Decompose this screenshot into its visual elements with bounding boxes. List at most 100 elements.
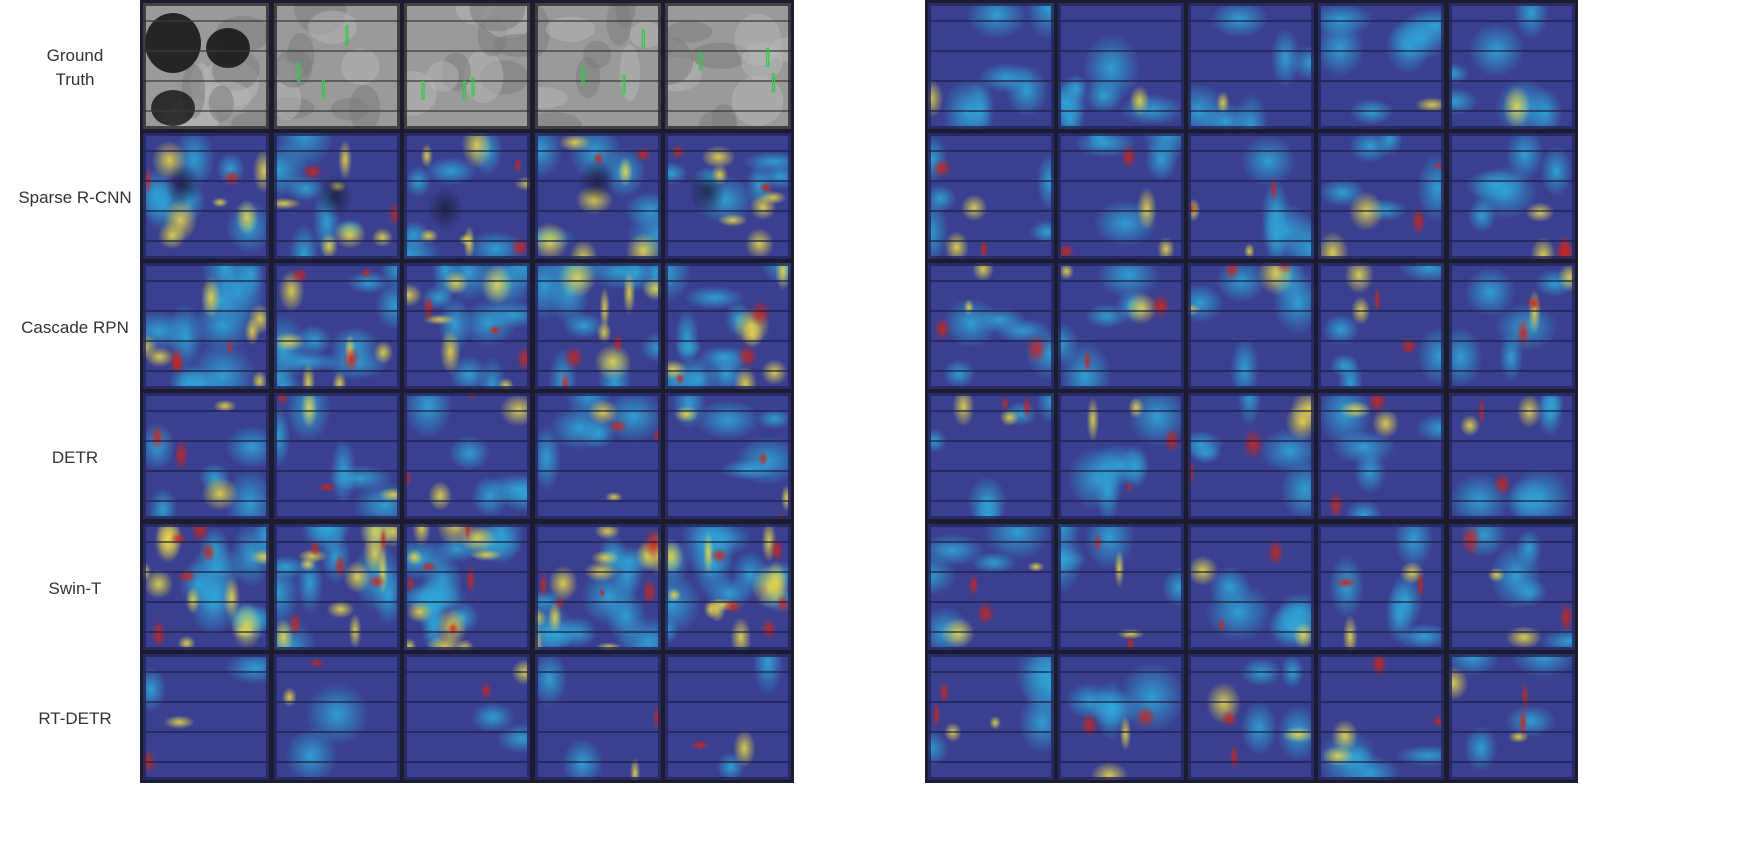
right-panel: SSDYolov3Yolov5Yolov6Yolov8MNFI-Net: [905, 0, 1741, 858]
solar-cell-picture: [1449, 263, 1575, 389]
heatmap-image: [140, 521, 272, 653]
method-row: Swin-T: [0, 521, 905, 656]
solar-cell-picture: [1318, 393, 1444, 519]
method-row: Sparse R-CNN: [0, 130, 905, 265]
solar-cell-picture: [1449, 393, 1575, 519]
solar-cell-picture: [1318, 524, 1444, 650]
solar-cell-picture: [404, 133, 530, 259]
heatmap-image: [271, 130, 403, 262]
solar-cell-picture: [1188, 3, 1314, 129]
solar-cell-picture: [143, 524, 269, 650]
heatmap-image: [1446, 390, 1578, 522]
heatmap-image: [1055, 0, 1187, 132]
heatmap-image: [401, 260, 533, 392]
solar-cell-picture: [928, 393, 1054, 519]
method-label: Cascade RPN: [0, 260, 150, 395]
heatmap-image: [1055, 521, 1187, 653]
solar-cell-picture: [1318, 3, 1444, 129]
heatmap-image: [140, 651, 272, 783]
heatmap-image: [271, 390, 403, 522]
heatmap-image: [1055, 390, 1187, 522]
solar-cell-picture: [274, 133, 400, 259]
method-label: Swin-T: [0, 521, 150, 656]
heatmap-image: [1185, 651, 1317, 783]
solar-cell-picture: [1449, 3, 1575, 129]
heatmap-image: [401, 390, 533, 522]
heatmap-image: [532, 521, 664, 653]
method-row: Yolov6: [905, 390, 1741, 525]
solar-cell-picture: [1318, 654, 1444, 780]
heatmap-image: [1185, 130, 1317, 262]
solar-cell-picture: [928, 263, 1054, 389]
heatmap-image: [1315, 651, 1447, 783]
solar-cell-picture: [143, 133, 269, 259]
heatmap-image: [662, 390, 794, 522]
ground-truth-image: [401, 0, 533, 132]
method-row: SSD: [905, 0, 1741, 135]
solar-cell-picture: [1058, 524, 1184, 650]
solar-cell-picture: [1058, 263, 1184, 389]
solar-cell-picture: [665, 393, 791, 519]
solar-cell-picture: [1188, 654, 1314, 780]
heatmap-image: [271, 260, 403, 392]
heatmap-image: [1055, 130, 1187, 262]
ground-truth-image: [140, 0, 272, 132]
solar-cell-picture: [274, 393, 400, 519]
heatmap-image: [662, 651, 794, 783]
heatmap-image: [1315, 260, 1447, 392]
method-row: Yolov8: [905, 521, 1741, 656]
solar-cell-picture: [404, 263, 530, 389]
heatmap-image: [140, 390, 272, 522]
method-label-line: Swin-T: [48, 578, 102, 598]
method-label-line: DETR: [51, 447, 99, 467]
solar-cell-picture: [1449, 654, 1575, 780]
heatmap-image: [662, 521, 794, 653]
solar-cell-picture: [274, 524, 400, 650]
heatmap-image: [1315, 521, 1447, 653]
method-row: MNFI-Net: [905, 651, 1741, 786]
heatmap-image: [401, 651, 533, 783]
solar-cell-picture: [928, 133, 1054, 259]
heatmap-image: [1315, 130, 1447, 262]
method-label-line: Truth: [55, 69, 95, 89]
solar-cell-picture: [928, 654, 1054, 780]
method-row: Cascade RPN: [0, 260, 905, 395]
heatmap-image: [662, 260, 794, 392]
left-panel: Ground Truth Sparse R-CNN Cascade RPN DETR Sw…: [0, 0, 905, 786]
heatmap-image: [1446, 521, 1578, 653]
solar-cell-picture: [535, 133, 661, 259]
solar-cell-picture: [535, 654, 661, 780]
solar-cell-picture: [143, 3, 269, 129]
ground-truth-image: [662, 0, 794, 132]
heatmap-image: [140, 130, 272, 262]
solar-cell-picture: [665, 654, 791, 780]
heatmap-image: [925, 390, 1057, 522]
method-row: Ground Truth: [0, 0, 905, 135]
heatmap-image: [1446, 0, 1578, 132]
method-label: Sparse R-CNN: [0, 130, 150, 265]
solar-cell-picture: [928, 3, 1054, 129]
solar-cell-picture: [1058, 133, 1184, 259]
solar-cell-picture: [665, 524, 791, 650]
method-label-line: Sparse R-CNN: [18, 187, 132, 207]
heatmap-image: [925, 521, 1057, 653]
solar-cell-picture: [535, 3, 661, 129]
solar-cell-picture: [535, 393, 661, 519]
ground-truth-image: [271, 0, 403, 132]
solar-cell-picture: [143, 393, 269, 519]
heatmap-image: [925, 0, 1057, 132]
method-label: Ground Truth: [0, 0, 150, 135]
solar-cell-picture: [274, 654, 400, 780]
heatmap-image: [1446, 260, 1578, 392]
method-label-line: RT-DETR: [38, 708, 112, 728]
heatmap-image: [925, 260, 1057, 392]
method-row: Yolov3: [905, 130, 1741, 265]
heatmap-image: [1315, 390, 1447, 522]
method-label: RT-DETR: [0, 651, 150, 786]
solar-cell-picture: [1188, 524, 1314, 650]
ground-truth-image: [532, 0, 664, 132]
heatmap-image: [1055, 651, 1187, 783]
solar-cell-picture: [665, 3, 791, 129]
solar-cell-picture: [1058, 3, 1184, 129]
solar-cell-picture: [665, 133, 791, 259]
